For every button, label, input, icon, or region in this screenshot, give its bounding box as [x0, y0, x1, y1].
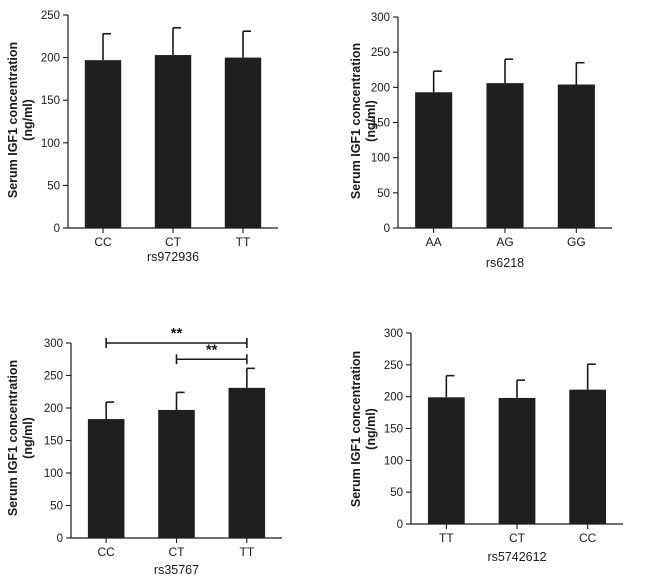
- y-tick-label: 300: [384, 328, 403, 340]
- x-tick-label: CT: [509, 531, 526, 545]
- y-tick-label: 100: [44, 468, 63, 480]
- chart-panel-rs6218: 0 50 100 150 200 250 300 AA AG GG rs6218 Serum IGF1…: [349, 12, 612, 270]
- y-axis-label-line: (ng/ml): [21, 417, 35, 459]
- bar-cc: [569, 389, 607, 524]
- x-tick-label: TT: [239, 545, 254, 559]
- x-tick-label: GG: [567, 235, 586, 249]
- y-tick-label: 150: [44, 436, 63, 448]
- bar-ct: [158, 409, 195, 538]
- bar-tt: [427, 397, 465, 524]
- bar-tt: [224, 57, 262, 228]
- chart-panel-rs5742612: 0 50 100 150 200 250 300 TT CT CC rs5742612 Serum I…: [349, 328, 623, 564]
- y-axis-label: Serum IGF1 concentration(ng/ml): [349, 351, 378, 507]
- x-axis-label: rs5742612: [487, 550, 546, 564]
- bar-ct: [498, 397, 536, 524]
- x-tick-label: TT: [439, 531, 454, 545]
- y-axis-label-line: Serum IGF1 concentration: [349, 351, 363, 507]
- y-tick-label: 250: [371, 47, 390, 59]
- y-tick-label: 200: [384, 392, 403, 404]
- bar-ag: [486, 83, 524, 228]
- bar-cc: [87, 419, 125, 538]
- significance-label: **: [171, 325, 183, 342]
- bar-gg: [557, 84, 595, 229]
- y-axis-label-line: (ng/ml): [364, 100, 378, 142]
- x-tick-label: CC: [97, 545, 115, 559]
- y-tick-label: 100: [41, 138, 60, 150]
- x-tick-label: CT: [169, 545, 186, 559]
- x-axis-label: rs6218: [486, 256, 524, 270]
- y-tick-label: 300: [44, 338, 63, 350]
- y-tick-label: 0: [57, 533, 63, 545]
- y-tick-label: 200: [41, 53, 60, 65]
- y-tick-label: 250: [384, 360, 403, 372]
- y-axis-label: Serum IGF1 concentration(ng/ml): [349, 43, 378, 199]
- y-tick-label: 50: [377, 188, 390, 200]
- bar-ct: [154, 55, 192, 228]
- x-axis-label: rs972936: [147, 250, 199, 264]
- y-tick-label: 200: [371, 82, 390, 94]
- chart-panel-rs35767: 0 50 100 150 200 250 300 CC CT TT rs35767 Serum IGF…: [6, 325, 282, 577]
- y-tick-label: 150: [384, 424, 403, 436]
- y-axis-label: Serum IGF1 concentration(ng/ml): [6, 42, 35, 198]
- y-axis-label-line: Serum IGF1 concentration: [6, 42, 20, 198]
- y-tick-label: 300: [371, 12, 390, 24]
- x-tick-label: CC: [579, 531, 597, 545]
- x-tick-label: CC: [94, 235, 112, 249]
- bar-aa: [415, 92, 453, 228]
- y-tick-label: 0: [397, 519, 403, 531]
- y-tick-label: 250: [44, 371, 63, 383]
- y-axis-label-line: Serum IGF1 concentration: [6, 360, 20, 516]
- significance-label: **: [206, 341, 218, 358]
- y-tick-label: 200: [44, 403, 63, 415]
- y-tick-label: 150: [41, 95, 60, 107]
- x-tick-label: AG: [496, 235, 513, 249]
- bar-tt: [228, 387, 266, 538]
- y-axis-label-line: Serum IGF1 concentration: [349, 43, 363, 199]
- y-tick-label: 0: [54, 223, 60, 235]
- y-tick-label: 0: [384, 223, 390, 235]
- y-tick-label: 50: [390, 487, 403, 499]
- chart-panel-rs972936: 0 50 100 150 200 250 CC CT TT rs972936 Serum IGF1 …: [6, 10, 278, 264]
- bar-cc: [84, 60, 122, 228]
- y-axis-label-line: (ng/ml): [21, 99, 35, 141]
- y-tick-label: 50: [47, 180, 60, 192]
- y-axis-label: Serum IGF1 concentration(ng/ml): [6, 360, 35, 516]
- y-tick-label: 250: [41, 10, 60, 22]
- y-tick-label: 100: [371, 153, 390, 165]
- x-tick-label: CT: [165, 235, 182, 249]
- y-tick-label: 100: [384, 455, 403, 467]
- y-tick-label: 50: [50, 501, 63, 513]
- x-axis-label: rs35767: [154, 563, 199, 577]
- y-axis-label-line: (ng/ml): [364, 408, 378, 450]
- x-tick-label: TT: [236, 235, 251, 249]
- y-tick-label: 150: [371, 118, 390, 130]
- x-tick-label: AA: [426, 235, 442, 249]
